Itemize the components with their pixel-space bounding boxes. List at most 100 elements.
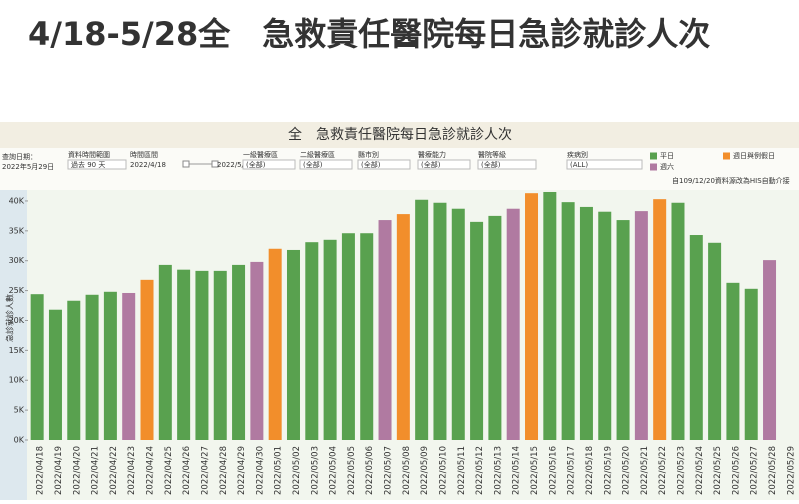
x-tick-label: 2022/05/10 [438,446,448,495]
bar [67,300,81,440]
filter-dropdown[interactable] [67,159,127,170]
x-tick-label: 2022/05/29 [786,446,796,495]
legend-label: 週六 [660,162,674,171]
x-tick-label: 2022/05/01 [274,446,284,495]
filter-dropdown[interactable] [299,159,353,170]
y-tick-label: 25K [9,286,25,295]
bar [689,235,703,440]
bar [598,211,612,440]
x-tick-label: 2022/05/08 [402,446,412,495]
x-tick-label: 2022/05/18 [585,446,595,495]
x-tick-label: 2022/04/18 [36,446,46,495]
filter-dropdown[interactable] [566,159,643,170]
x-tick-label: 2022/05/23 [676,446,686,495]
x-tick-label: 2022/05/26 [731,446,741,495]
x-tick-label: 2022/05/04 [329,446,339,495]
filter-value: (全部) [481,160,501,169]
x-tick-label: 2022/05/21 [640,446,650,495]
filter-label: 疾病別 [567,150,588,159]
filter-label: 醫院等級 [478,150,506,159]
filter-value: (全部) [246,160,266,169]
bar [616,220,630,440]
x-tick-label: 2022/05/24 [695,446,705,495]
bar [250,261,264,440]
y-tick-label: 40K [9,196,25,205]
filter-label: 醫療能力 [418,150,446,159]
bar [378,220,392,440]
filter-dropdown[interactable] [477,159,537,170]
x-tick-label: 2022/05/03 [310,446,320,495]
x-tick-label: 2022/05/14 [512,446,522,495]
bar [653,199,667,440]
bar [140,279,154,440]
filter-label: 一級醫療區 [243,150,278,159]
bar [360,233,374,440]
y-tick-label: 15K [9,346,25,355]
bar [470,221,484,440]
y-tick-label: 10K [9,376,25,385]
x-tick-label: 2022/05/05 [347,446,357,495]
filter-dropdown[interactable] [417,159,471,170]
x-tick-label: 2022/05/07 [384,446,394,495]
slider-handle[interactable] [211,160,219,168]
bar [213,270,227,440]
bar [525,193,539,440]
bar [323,239,337,440]
x-tick-label: 2022/04/27 [200,446,210,495]
bar [708,242,722,440]
bar [506,208,520,440]
x-tick-label: 2022/05/11 [457,446,467,495]
slider-handle[interactable] [182,160,190,168]
y-tick-label: 0K [14,436,25,445]
bar [763,260,777,440]
bar [195,270,209,440]
legend-swatch [723,152,730,160]
filter-value: (全部) [303,160,323,169]
filter-label: 資料時間範圍 [68,150,110,159]
x-tick-label: 2022/04/29 [237,446,247,495]
x-tick-label: 2022/05/15 [530,446,540,495]
bar [341,233,355,440]
bar [158,264,172,440]
y-tick-label: 30K [9,256,25,265]
x-tick-label: 2022/04/24 [146,446,156,495]
x-tick-label: 2022/04/26 [182,446,192,495]
bar [305,242,319,440]
filter-label: 二級醫療區 [300,150,335,159]
bar [671,202,685,440]
bar [103,291,117,440]
filter-label: 縣市別 [358,150,379,159]
x-tick-label: 2022/05/28 [768,446,778,495]
x-tick-label: 2022/05/12 [475,446,485,495]
x-tick-label: 2022/04/25 [164,446,174,495]
bar [30,294,44,440]
legend-swatch [650,152,657,160]
bar [85,294,99,440]
bar [561,202,575,440]
filter-dropdown[interactable] [242,159,296,170]
filter-dropdown[interactable] [357,159,411,170]
dashboard-title: 全 急救責任醫院每日急診就診人次 [288,126,512,143]
legend-swatch [650,163,657,171]
x-tick-label: 2022/05/27 [750,446,760,495]
bar [232,264,246,440]
filter-value: (ALL) [570,161,588,169]
bar [415,199,429,440]
time-range-end: 2022/5/29 [217,161,253,169]
time-range-label: 時間區間 [130,151,158,159]
x-tick-label: 2022/05/22 [658,446,668,495]
bar [122,292,136,440]
y-axis-area [0,190,27,500]
bar [396,214,410,440]
bar [286,249,300,440]
bar [744,288,758,440]
bar [268,248,282,440]
x-tick-label: 2022/05/16 [548,446,558,495]
bar [634,211,648,440]
page-title: 4/18-5/28全 急救責任醫院每日急診就診人次 [28,15,710,53]
y-tick-label: 20K [9,316,25,325]
x-tick-label: 2022/05/09 [420,446,430,495]
x-tick-label: 2022/05/25 [713,446,723,495]
legend-label: 平日 [660,152,674,160]
